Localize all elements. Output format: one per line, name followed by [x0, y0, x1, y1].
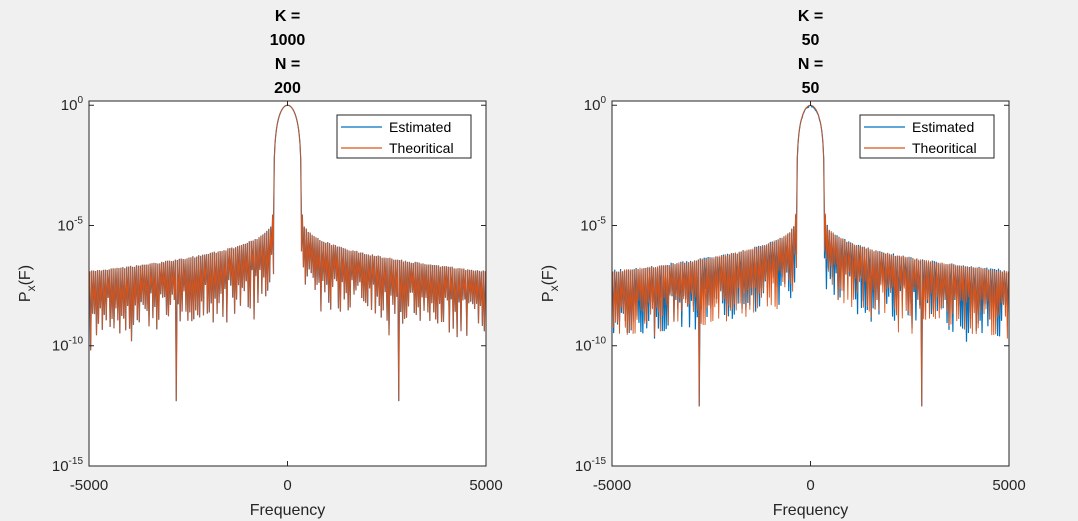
x-tick-label: 0	[283, 477, 291, 494]
y-tick-label: 10-15	[575, 456, 607, 475]
chart-title-line: 50	[802, 32, 820, 49]
y-axis-label: Px(F)	[540, 265, 561, 302]
legend-label-theoritical: Theoritical	[912, 140, 977, 156]
legend-box	[859, 114, 995, 159]
subplot-1: -5000 0 5000 100 10-5 10-10 10-15 K = 1000 N = 200…	[17, 8, 503, 519]
chart-title-line: K =	[275, 8, 300, 25]
chart-title-line: 50	[802, 80, 820, 97]
x-axis-label: Frequency	[773, 502, 849, 519]
y-tick-label: 10-5	[580, 215, 606, 234]
y-axis-label: Px(F)	[17, 265, 38, 302]
subplot-2: -5000 0 5000 100 10-5 10-10 10-15 K = 50 N = 50 Fre…	[540, 8, 1026, 519]
x-tick-label: -5000	[70, 477, 108, 494]
y-tick-label: 100	[61, 95, 84, 114]
chart-title-line: N =	[798, 56, 823, 73]
legend-box	[336, 114, 472, 159]
chart-title-line: 200	[274, 80, 301, 97]
chart-title-line: N =	[275, 56, 300, 73]
legend: Estimated Theoritical	[336, 114, 472, 159]
chart-title-line: 1000	[270, 32, 306, 49]
legend-label-theoritical: Theoritical	[389, 140, 454, 156]
y-tick-label: 10-10	[52, 336, 84, 355]
x-axis-label: Frequency	[250, 502, 326, 519]
y-tick-label: 10-10	[575, 336, 607, 355]
x-tick-label: 5000	[469, 477, 502, 494]
legend: Estimated Theoritical	[859, 114, 995, 159]
x-tick-label: 0	[806, 477, 814, 494]
x-tick-label: -5000	[593, 477, 631, 494]
y-tick-label: 100	[584, 95, 607, 114]
x-tick-label: 5000	[992, 477, 1025, 494]
y-tick-label: 10-15	[52, 456, 84, 475]
legend-label-estimated: Estimated	[389, 119, 451, 135]
y-tick-label: 10-5	[57, 215, 83, 234]
chart-title-line: K =	[798, 8, 823, 25]
legend-label-estimated: Estimated	[912, 119, 974, 135]
